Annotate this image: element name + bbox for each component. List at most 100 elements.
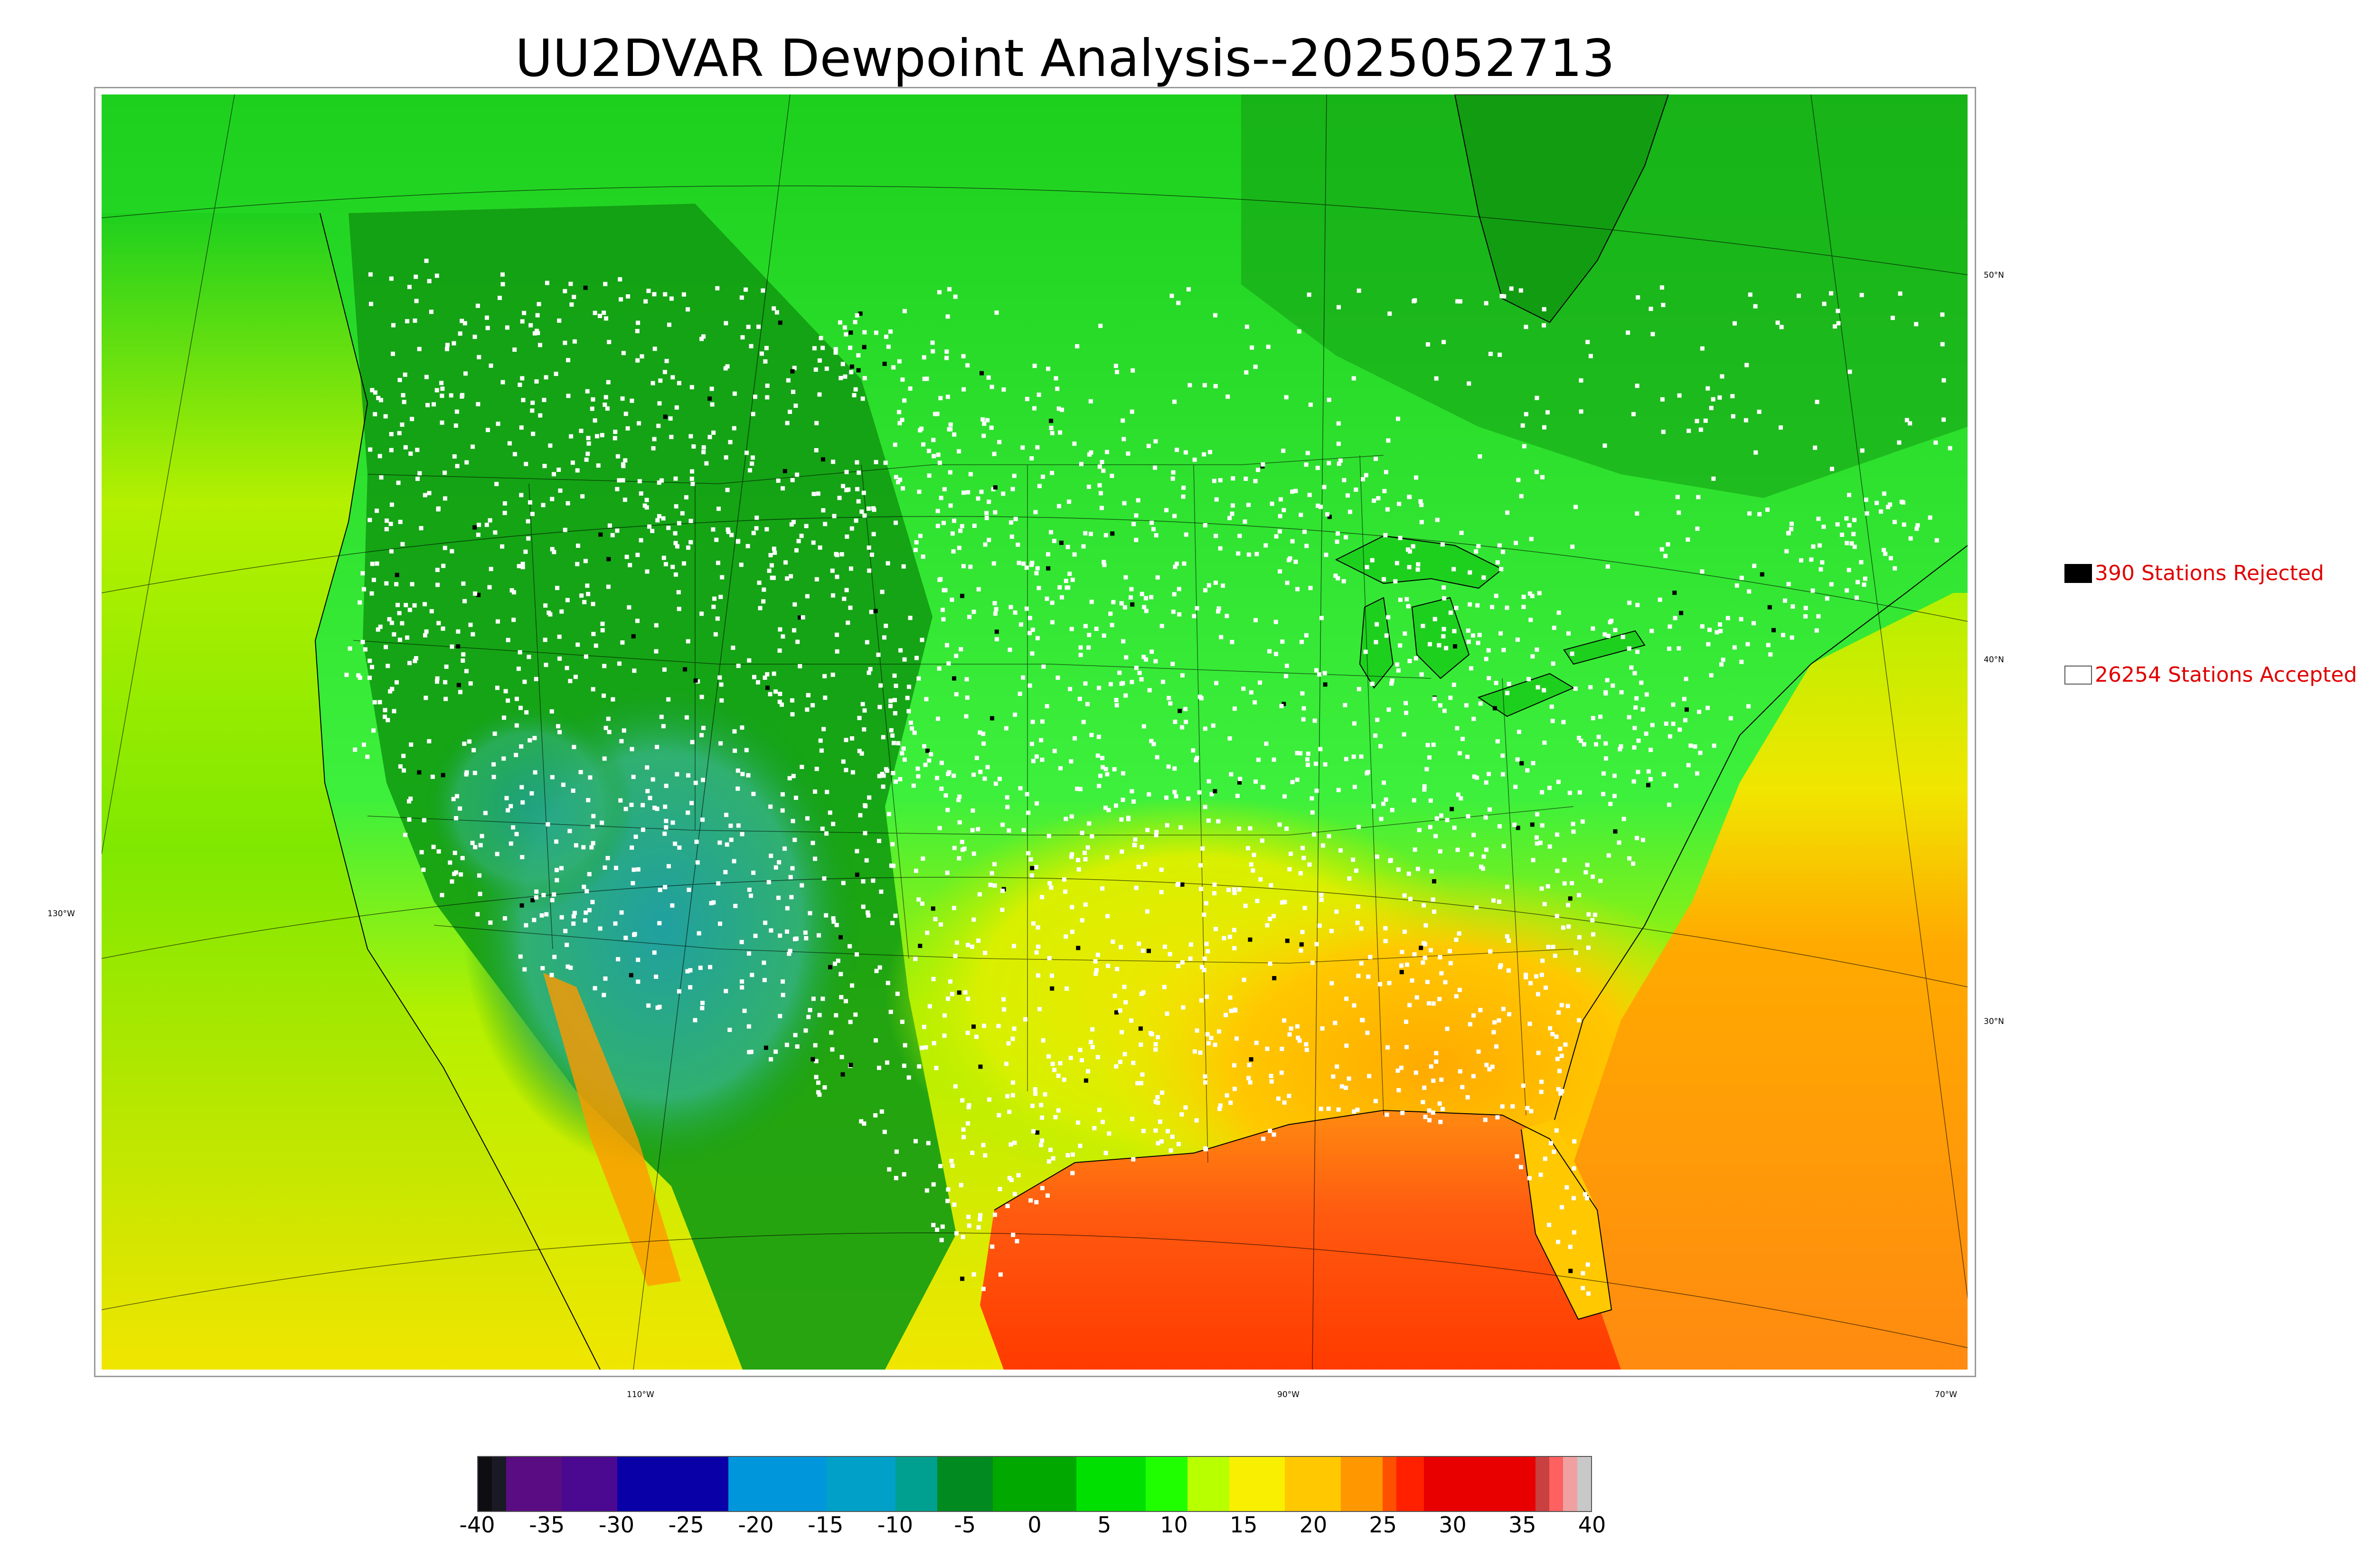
station-accepted [1304,1042,1309,1047]
station-accepted [514,696,519,701]
station-accepted [1336,788,1341,792]
station-accepted [908,616,913,620]
station-accepted [685,969,690,974]
station-accepted [1261,785,1265,789]
station-accepted [1507,1012,1512,1016]
colorbar-segment [1396,1457,1424,1511]
station-accepted [913,957,918,961]
station-accepted [1402,732,1406,737]
station-accepted [1739,617,1743,621]
station-accepted [1748,292,1752,297]
station-accepted [878,683,883,688]
station-accepted [1451,567,1456,572]
station-accepted [392,632,396,637]
station-accepted [1940,342,1945,347]
station-accepted [1602,443,1607,448]
station-accepted [890,733,895,738]
station-accepted [1261,1136,1266,1141]
station-accepted [1222,936,1226,940]
map-title: UU2DVAR Dewpoint Analysis--2025052713 [515,29,1615,88]
station-accepted [554,372,558,376]
station-accepted [1566,924,1571,929]
station-accepted [398,519,403,524]
station-accepted [1477,633,1482,638]
station-accepted [1556,1010,1561,1015]
station-accepted [1542,688,1546,693]
station-accepted [1577,736,1581,740]
station-accepted [1570,545,1575,549]
station-accepted [853,387,858,392]
station-accepted [1227,516,1232,520]
station-accepted [858,813,863,817]
station-accepted [1487,771,1491,776]
station-accepted [424,258,429,263]
station-accepted [542,464,547,469]
station-accepted [1347,1076,1351,1081]
station-accepted [1488,949,1493,954]
station-accepted [1620,635,1625,639]
station-accepted [937,666,942,671]
station-accepted [694,839,699,844]
station-accepted [769,928,773,933]
station-accepted [593,418,597,423]
station-accepted [1695,419,1699,423]
station-accepted [835,574,839,579]
station-accepted [425,403,430,407]
station-accepted [432,402,436,407]
station-accepted [960,840,964,845]
lon-label-90: 90°W [1277,1390,1300,1399]
station-accepted [598,926,603,931]
station-accepted [1143,596,1148,601]
baja-california [543,973,681,1286]
station-accepted [902,757,907,762]
station-accepted [581,845,586,850]
station-accepted [1705,705,1710,710]
station-accepted [1140,948,1145,953]
station-accepted [901,486,905,491]
station-accepted [1513,785,1518,789]
station-accepted [363,647,367,652]
station-accepted [1229,1008,1234,1013]
station-rejected [960,593,964,598]
station-accepted [835,632,839,637]
station-accepted [971,917,976,922]
station-accepted [602,664,607,668]
station-accepted [717,840,722,845]
station-accepted [1229,772,1234,777]
station-accepted [1395,662,1400,667]
station-accepted [1035,801,1039,806]
station-accepted [712,596,717,601]
station-accepted [484,315,489,320]
station-rejected [1516,826,1520,830]
station-accepted [985,765,990,770]
station-accepted [1525,768,1530,773]
station-accepted [1414,475,1418,480]
station-rejected [952,676,956,681]
station-accepted [1113,364,1118,368]
station-accepted [1711,397,1715,402]
station-accepted [914,1139,918,1144]
station-accepted [1172,789,1177,794]
station-accepted [1799,558,1803,563]
station-accepted [637,421,641,426]
station-accepted [445,347,449,351]
station-accepted [976,939,981,943]
station-accepted [1601,792,1605,797]
station-accepted [1434,1051,1439,1055]
station-accepted [817,1013,822,1017]
station-accepted [472,770,477,775]
station-accepted [1086,1069,1090,1074]
station-accepted [1393,579,1398,584]
station-accepted [965,695,970,700]
station-accepted [1697,710,1702,714]
station-accepted [856,499,861,504]
station-accepted [925,930,930,935]
station-accepted [1468,602,1472,607]
station-accepted [1165,1011,1169,1016]
station-accepted [589,845,594,850]
station-accepted [1336,421,1341,426]
station-accepted [1151,742,1156,746]
station-accepted [1141,1128,1146,1133]
station-accepted [791,390,796,394]
station-accepted [927,1004,932,1009]
